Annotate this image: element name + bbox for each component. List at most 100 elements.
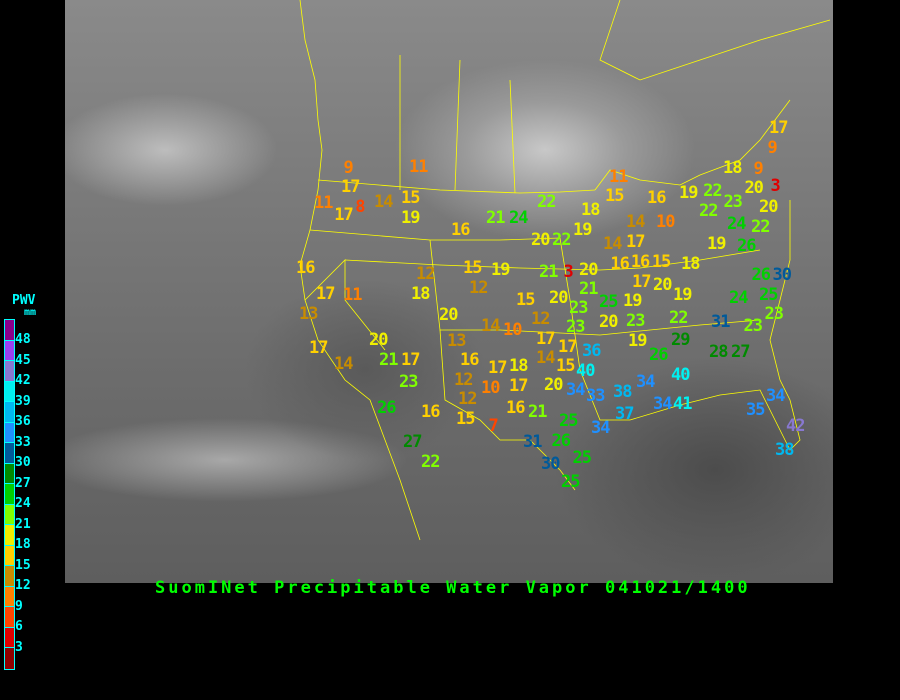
station-pwv-value: 21: [379, 350, 399, 370]
legend-unit: mm: [24, 307, 37, 318]
station-pwv-value: 14: [536, 348, 556, 369]
station-pwv-value: 19: [628, 330, 648, 351]
legend-swatch: [5, 422, 14, 443]
station-pwv-value: 12: [531, 309, 551, 330]
station-pwv-value: 20: [531, 229, 551, 250]
station-pwv-value: 25: [599, 291, 619, 312]
legend-swatch: [5, 402, 14, 423]
station-pwv-value: 10: [481, 377, 501, 398]
station-pwv-value: 11: [409, 156, 429, 177]
station-pwv-value: 23: [399, 371, 419, 392]
legend-tick-label: 48: [15, 332, 31, 347]
station-pwv-value: 15: [516, 289, 536, 310]
station-pwv-value: 16: [421, 401, 441, 422]
legend-swatch: [5, 443, 14, 464]
station-pwv-value: 14: [334, 353, 354, 374]
station-pwv-value: 16: [460, 349, 480, 370]
station-pwv-value: 16: [630, 251, 651, 272]
station-pwv-value: 17: [509, 375, 529, 396]
station-pwv-value: 38: [775, 439, 795, 460]
station-pwv-value: 27: [403, 431, 423, 452]
station-pwv-value: 34: [566, 379, 586, 400]
legend-tick-label: 42: [15, 373, 31, 388]
station-pwv-value: 14: [626, 211, 646, 232]
station-pwv-value: 16: [506, 397, 526, 418]
station-pwv-value: 23: [723, 191, 743, 212]
station-pwv-value: 22: [751, 217, 771, 238]
station-pwv-value: 19: [623, 291, 643, 312]
station-pwv-value: 11: [609, 166, 629, 187]
station-pwv-value: 17: [558, 337, 578, 358]
legend-swatch: [5, 545, 14, 566]
station-pwv-value: 34: [766, 385, 786, 406]
station-pwv-value: 17: [401, 349, 421, 370]
station-pwv-value: 23: [743, 315, 764, 336]
station-pwv-value: 23: [569, 298, 589, 318]
station-pwv-value: 10: [656, 211, 676, 232]
station-pwv-value: 17: [488, 357, 508, 378]
legend-swatch: [5, 607, 14, 628]
map-title: SuomINet Precipitable Water Vapor 041021…: [155, 578, 751, 598]
legend-swatch: [5, 484, 14, 505]
station-pwv-value: 31: [711, 311, 731, 332]
station-pwv-value: 20: [549, 287, 569, 308]
legend-swatch: [5, 525, 14, 546]
legend-tick-label: 45: [15, 352, 31, 368]
station-pwv-value: 24: [727, 213, 747, 234]
legend-swatch: [5, 627, 14, 648]
station-pwv-value: 17: [316, 283, 336, 304]
station-pwv-value: 35: [746, 399, 766, 420]
boundary-line: [429, 239, 761, 336]
color-legend: PWV mm 48 45 42 39 36 33 30 27 24 21 18 15 12 9 6 3: [0, 294, 60, 674]
station-pwv-value: 36: [582, 340, 602, 361]
station-pwv-value: 16: [610, 253, 630, 274]
legend-swatch: [5, 566, 14, 587]
station-pwv-value: 23: [566, 317, 586, 338]
station-pwv-value: 12: [469, 277, 489, 298]
station-pwv-value: 21: [486, 207, 506, 228]
station-pwv-value: 25: [572, 447, 593, 468]
station-pwv-value: 25: [561, 471, 581, 492]
station-pwv-value: 21: [579, 278, 599, 299]
legend-swatch: [5, 463, 14, 484]
station-pwv-value: 20: [759, 197, 779, 218]
legend-title: PWV: [12, 293, 36, 308]
station-pwv-value: 19: [707, 233, 727, 254]
boundary-line: [344, 249, 761, 271]
station-pwv-value: 23: [626, 310, 646, 331]
legend-tick-label: 18: [15, 537, 31, 552]
legend-swatch: [5, 648, 14, 669]
legend-tick-label: 39: [15, 393, 31, 409]
station-pwv-value: 12: [454, 369, 474, 390]
boundary-line: [559, 200, 801, 451]
legend-swatch: [5, 381, 14, 402]
legend-color-bar: [4, 319, 15, 670]
station-pwv-value: 19: [673, 284, 693, 305]
station-pwv-value: 18: [411, 283, 431, 304]
station-pwv-value: 15: [605, 185, 625, 206]
station-pwv-value: 26: [751, 264, 772, 285]
boundary-line: [304, 259, 386, 351]
legend-tick-label: 27: [15, 475, 31, 491]
boundary-line: [299, 0, 421, 541]
station-pwv-value: 18: [681, 253, 701, 274]
station-pwv-value: 9: [767, 137, 778, 158]
station-pwv-value: 22: [699, 200, 719, 221]
station-pwv-value: 3: [563, 261, 574, 282]
station-pwv-value: 38: [613, 381, 633, 402]
station-pwv-value: 15: [556, 356, 576, 377]
station-pwv-value: 20: [369, 330, 389, 350]
station-pwv-value: 19: [679, 182, 699, 203]
station-pwv-value: 26: [649, 344, 669, 365]
station-pwv-value: 20: [544, 375, 564, 396]
station-pwv-value: 30: [772, 264, 793, 285]
boundary-line: [317, 179, 596, 194]
station-pwv-value: 19: [401, 207, 421, 228]
station-pwv-value: 16: [296, 257, 316, 278]
station-pwv-value: 31: [523, 431, 543, 452]
station-pwv-value: 20: [439, 304, 459, 325]
satellite-image: [65, 0, 833, 583]
station-pwv-value: 17: [309, 337, 329, 358]
station-pwv-value: 15: [463, 257, 483, 278]
